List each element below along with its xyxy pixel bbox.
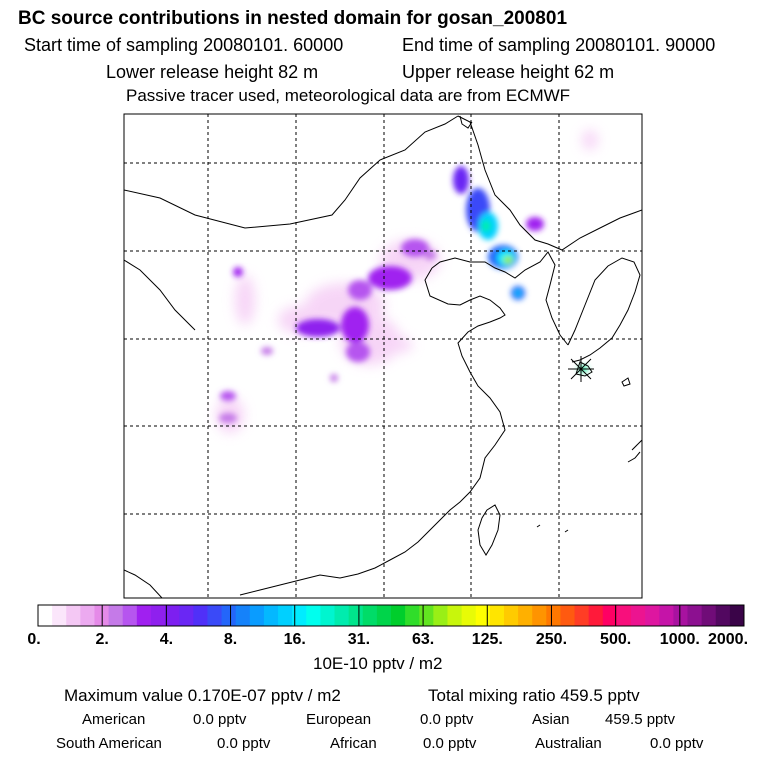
colorbar-swatch [80,605,95,626]
start-time-label: Start time of sampling 20080101. 60000 [24,35,344,55]
colorbar-swatch [532,605,547,626]
region-label-american: American [82,711,146,728]
colorbar-swatch [165,605,180,626]
colorbar-swatch [348,605,364,626]
colorbar-swatch [136,605,152,626]
region-value-african: 0.0 pptv [423,735,477,752]
colorbar-swatch [108,605,124,626]
colorbar-tick-label: 250. [535,631,568,648]
region-value-asian: 459.5 pptv [605,711,676,728]
colorbar-swatch [489,605,505,626]
colorbar-swatch [391,605,406,626]
region-value-south-american: 0.0 pptv [217,735,271,752]
colorbar-swatch [193,605,208,626]
colorbar-swatch [433,605,448,626]
colorbar-swatch [461,605,477,626]
colorbar-swatch [447,605,463,626]
colorbar-tick-label: 63. [411,631,435,648]
colorbar-swatch [334,605,350,626]
colorbar-swatch [263,605,279,626]
plume-core [453,166,588,372]
colorbar-swatch [715,605,731,626]
region-value-european: 0.0 pptv [420,711,474,728]
colorbar-swatch [616,605,632,626]
map-frame [123,113,643,599]
region-label-african: African [330,735,377,752]
colorbar-swatch [560,605,576,626]
region-value-american: 0.0 pptv [193,711,247,728]
colorbar-swatch [362,605,378,626]
maximum-value: Maximum value 0.170E-07 pptv / m2 [64,686,341,705]
colorbar-swatch [419,605,434,626]
region-label-south-american: South American [56,735,162,752]
colorbar-swatch [66,605,81,626]
colorbar-swatch [376,605,392,626]
colorbar-tick-label: 1000. [659,631,700,648]
colorbar-unit: 10E-10 pptv / m2 [313,654,443,673]
colorbar-swatch [631,605,646,626]
colorbar-tick-label: 2. [95,631,109,648]
colorbar-tick-label: 125. [471,631,503,648]
region-value-australian: 0.0 pptv [650,735,704,752]
total-mixing-ratio: Total mixing ratio 459.5 pptv [428,686,640,705]
region-label-australian: Australian [535,735,602,752]
region-label-asian: Asian [532,711,570,728]
colorbar-swatch [729,605,745,626]
colorbar-swatch [292,605,307,626]
colorbar-swatch [546,605,561,626]
colorbar [37,604,745,627]
upper-release-label: Upper release height 62 m [402,62,615,82]
plot-title: BC source contributions in nested domain… [18,8,568,29]
colorbar-swatch [645,605,660,626]
gosan-receptor-star [568,356,594,382]
colorbar-tick-label: 500. [600,631,632,648]
map-gridlines [124,114,642,598]
colorbar-swatch [574,605,590,626]
colorbar-swatch [588,605,604,626]
colorbar-swatch [179,605,194,626]
colorbar-border [37,604,745,627]
colorbar-swatch [687,605,703,626]
colorbar-tick-label: 2000. [707,631,749,648]
colorbar-swatch [207,605,223,626]
colorbar-swatch [249,605,265,626]
colorbar-swatch [602,605,618,626]
colorbar-swatch [221,605,237,626]
colorbar-swatch [659,605,674,626]
coastlines [124,115,642,598]
colorbar-swatch [38,605,53,626]
colorbar-swatch [320,605,336,626]
colorbar-swatch [235,605,251,626]
colorbar-swatch [122,605,138,626]
colorbar-swatch [518,605,533,626]
plume-purple [219,217,544,423]
colorbar-swatch [278,605,293,626]
lower-release-label: Lower release height 82 m [106,62,319,82]
colorbar-tick-label: 0. [27,631,41,648]
region-label-european: European [306,711,372,728]
colorbar-tick-label: 31. [347,631,371,648]
colorbar-swatch [475,605,491,626]
colorbar-swatch [701,605,717,626]
colorbar-tick-label: 8. [223,631,238,648]
colorbar-swatch [503,605,519,626]
end-time-label: End time of sampling 20080101. 90000 [402,35,716,55]
colorbar-swatch [306,605,321,626]
colorbar-tick-label: 4. [159,631,174,648]
passive-tracer-note: Passive tracer used, meteorological data… [126,86,571,105]
colorbar-swatch [52,605,67,626]
colorbar-swatch [673,605,689,626]
colorbar-tick-label: 16. [283,631,306,648]
colorbar-swatch [150,605,166,626]
colorbar-swatch [405,605,420,626]
